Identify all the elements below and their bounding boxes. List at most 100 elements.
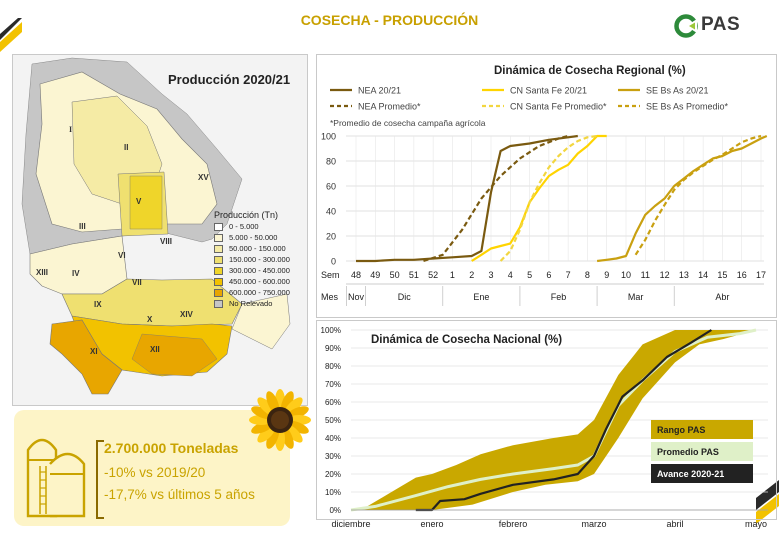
legend-swatch <box>214 300 223 309</box>
y-tick-label: 70% <box>325 380 341 389</box>
region-label-XI: XI <box>90 347 98 356</box>
week-tick-label: 11 <box>641 270 650 280</box>
month-tick-label: febrero <box>499 519 528 529</box>
logo-text: PAS <box>701 14 741 35</box>
production-map: I II III IV V VI VII VIII IX X XI XII XI… <box>21 57 291 395</box>
legend-swatch <box>214 223 223 232</box>
week-tick-label: 7 <box>566 270 571 280</box>
legend-item: No Relevado <box>214 299 272 309</box>
corner-decoration <box>0 18 22 52</box>
week-tick-label: 15 <box>717 270 727 280</box>
region-label-XIII: XIII <box>36 268 48 277</box>
variation-vs-5-years: -17,7% vs últimos 5 años <box>104 487 255 502</box>
month-label: Mar <box>628 292 644 302</box>
y-tick-label: 50% <box>325 416 341 425</box>
series-line <box>471 134 607 262</box>
region-label-I: I <box>69 125 72 134</box>
sunflower-icon <box>249 389 311 451</box>
legend-label: 0 - 5.000 <box>229 222 259 231</box>
month-label: Nov <box>348 292 365 302</box>
y-tick-label: 80 <box>326 157 336 167</box>
week-tick-label: 12 <box>660 270 670 280</box>
week-tick-label: 3 <box>488 270 493 280</box>
regional-harvest-chart: Dinámica de Cosecha Regional (%) NEA 20/2… <box>321 65 768 306</box>
region-label-XV: XV <box>198 173 209 182</box>
month-tick-label: marzo <box>581 519 606 529</box>
week-tick-label: 52 <box>428 270 438 280</box>
week-tick-label: 8 <box>585 270 590 280</box>
series-line <box>596 134 768 263</box>
week-tick-label: 48 <box>351 270 361 280</box>
variation-vs-previous: -10% vs 2019/20 <box>104 465 206 480</box>
y-tick-label: 100% <box>321 326 341 335</box>
week-tick-label: 9 <box>604 270 609 280</box>
week-tick-label: 2 <box>469 270 474 280</box>
y-tick-label: 60 <box>326 182 336 192</box>
legend-series-label: NEA 20/21 <box>358 86 401 96</box>
region-label-IX: IX <box>94 300 102 309</box>
stats-bracket <box>96 440 104 519</box>
week-tick-label: 10 <box>621 270 631 280</box>
week-tick-label: 17 <box>756 270 766 280</box>
regional-footnote: *Promedio de cosecha campaña agrícola <box>330 118 486 128</box>
week-tick-label: 49 <box>370 270 380 280</box>
legend-series-label: NEA Promedio* <box>358 102 421 112</box>
legend-series-label: SE Bs As 20/21 <box>646 86 709 96</box>
regional-chart-panel <box>316 54 777 318</box>
legend-box <box>651 442 753 461</box>
production-total: 2.700.000 Toneladas <box>104 440 239 456</box>
legend-swatch <box>214 278 223 287</box>
region-label-XIV: XIV <box>180 310 194 319</box>
month-tick-label: mayo <box>745 519 767 529</box>
month-row-label: Mes <box>321 292 339 302</box>
national-chart-panel <box>316 320 777 520</box>
legend-label: 450.000 - 600.000 <box>229 277 290 286</box>
series-line <box>423 134 569 263</box>
series-line <box>356 134 578 263</box>
week-tick-label: 6 <box>546 270 551 280</box>
national-chart-title: Dinámica de Cosecha Nacional (%) <box>371 334 562 346</box>
region-label-VIII: VIII <box>160 237 172 246</box>
legend-title: Producción (Tn) <box>214 210 279 220</box>
legend-swatch <box>214 245 223 254</box>
month-label: Ene <box>473 292 489 302</box>
legend-item: 5.000 - 50.000 <box>214 233 278 243</box>
legend-series-label: Rango PAS <box>657 425 705 435</box>
region-label-X: X <box>147 315 153 324</box>
progress-line <box>415 329 712 512</box>
silo-icon <box>26 438 86 518</box>
series-line <box>499 134 598 262</box>
legend-series-label: SE Bs As Promedio* <box>646 102 729 112</box>
week-tick-label: 51 <box>409 270 419 280</box>
map-title: Producción 2020/21 <box>168 72 291 87</box>
y-tick-label: 100 <box>321 132 336 142</box>
y-tick-label: 0 <box>331 257 336 267</box>
legend-label: 5.000 - 50.000 <box>229 233 278 242</box>
national-harvest-chart: 0% 10% 20% 30% 40% 50% 60% 70% 80% 90% 100% Dinámic… <box>321 326 768 529</box>
y-tick-label: 60% <box>325 398 341 407</box>
legend-series-label: CN Santa Fe Promedio* <box>510 102 607 112</box>
legend-box <box>651 420 753 439</box>
region-label-II: II <box>124 143 128 152</box>
legend-label: 50.000 - 150.000 <box>229 244 286 253</box>
week-tick-label: 50 <box>390 270 400 280</box>
region-label-IV: IV <box>72 269 80 278</box>
legend-item: 600.000 - 750.000 <box>214 288 290 298</box>
regional-chart-title: Dinámica de Cosecha Regional (%) <box>494 65 686 77</box>
legend-series-label: CN Santa Fe 20/21 <box>510 86 587 96</box>
legend-item: 300.000 - 450.000 <box>214 266 290 276</box>
legend-label: 300.000 - 450.000 <box>229 266 290 275</box>
range-band <box>351 330 756 510</box>
month-label: Dic <box>398 292 411 302</box>
week-tick-label: 14 <box>698 270 708 280</box>
y-tick-label: 40% <box>325 434 341 443</box>
month-label: Feb <box>551 292 567 302</box>
pas-logo-icon <box>674 14 698 38</box>
month-label: Abr <box>715 292 729 302</box>
legend-item: 150.000 - 300.000 <box>214 255 290 265</box>
legend-item: 0 - 5.000 <box>214 222 259 232</box>
legend-label: 150.000 - 300.000 <box>229 255 290 264</box>
legend-series-label: Avance 2020-21 <box>657 469 724 479</box>
y-tick-label: 30% <box>325 452 341 461</box>
week-row-label: Sem <box>321 270 340 280</box>
